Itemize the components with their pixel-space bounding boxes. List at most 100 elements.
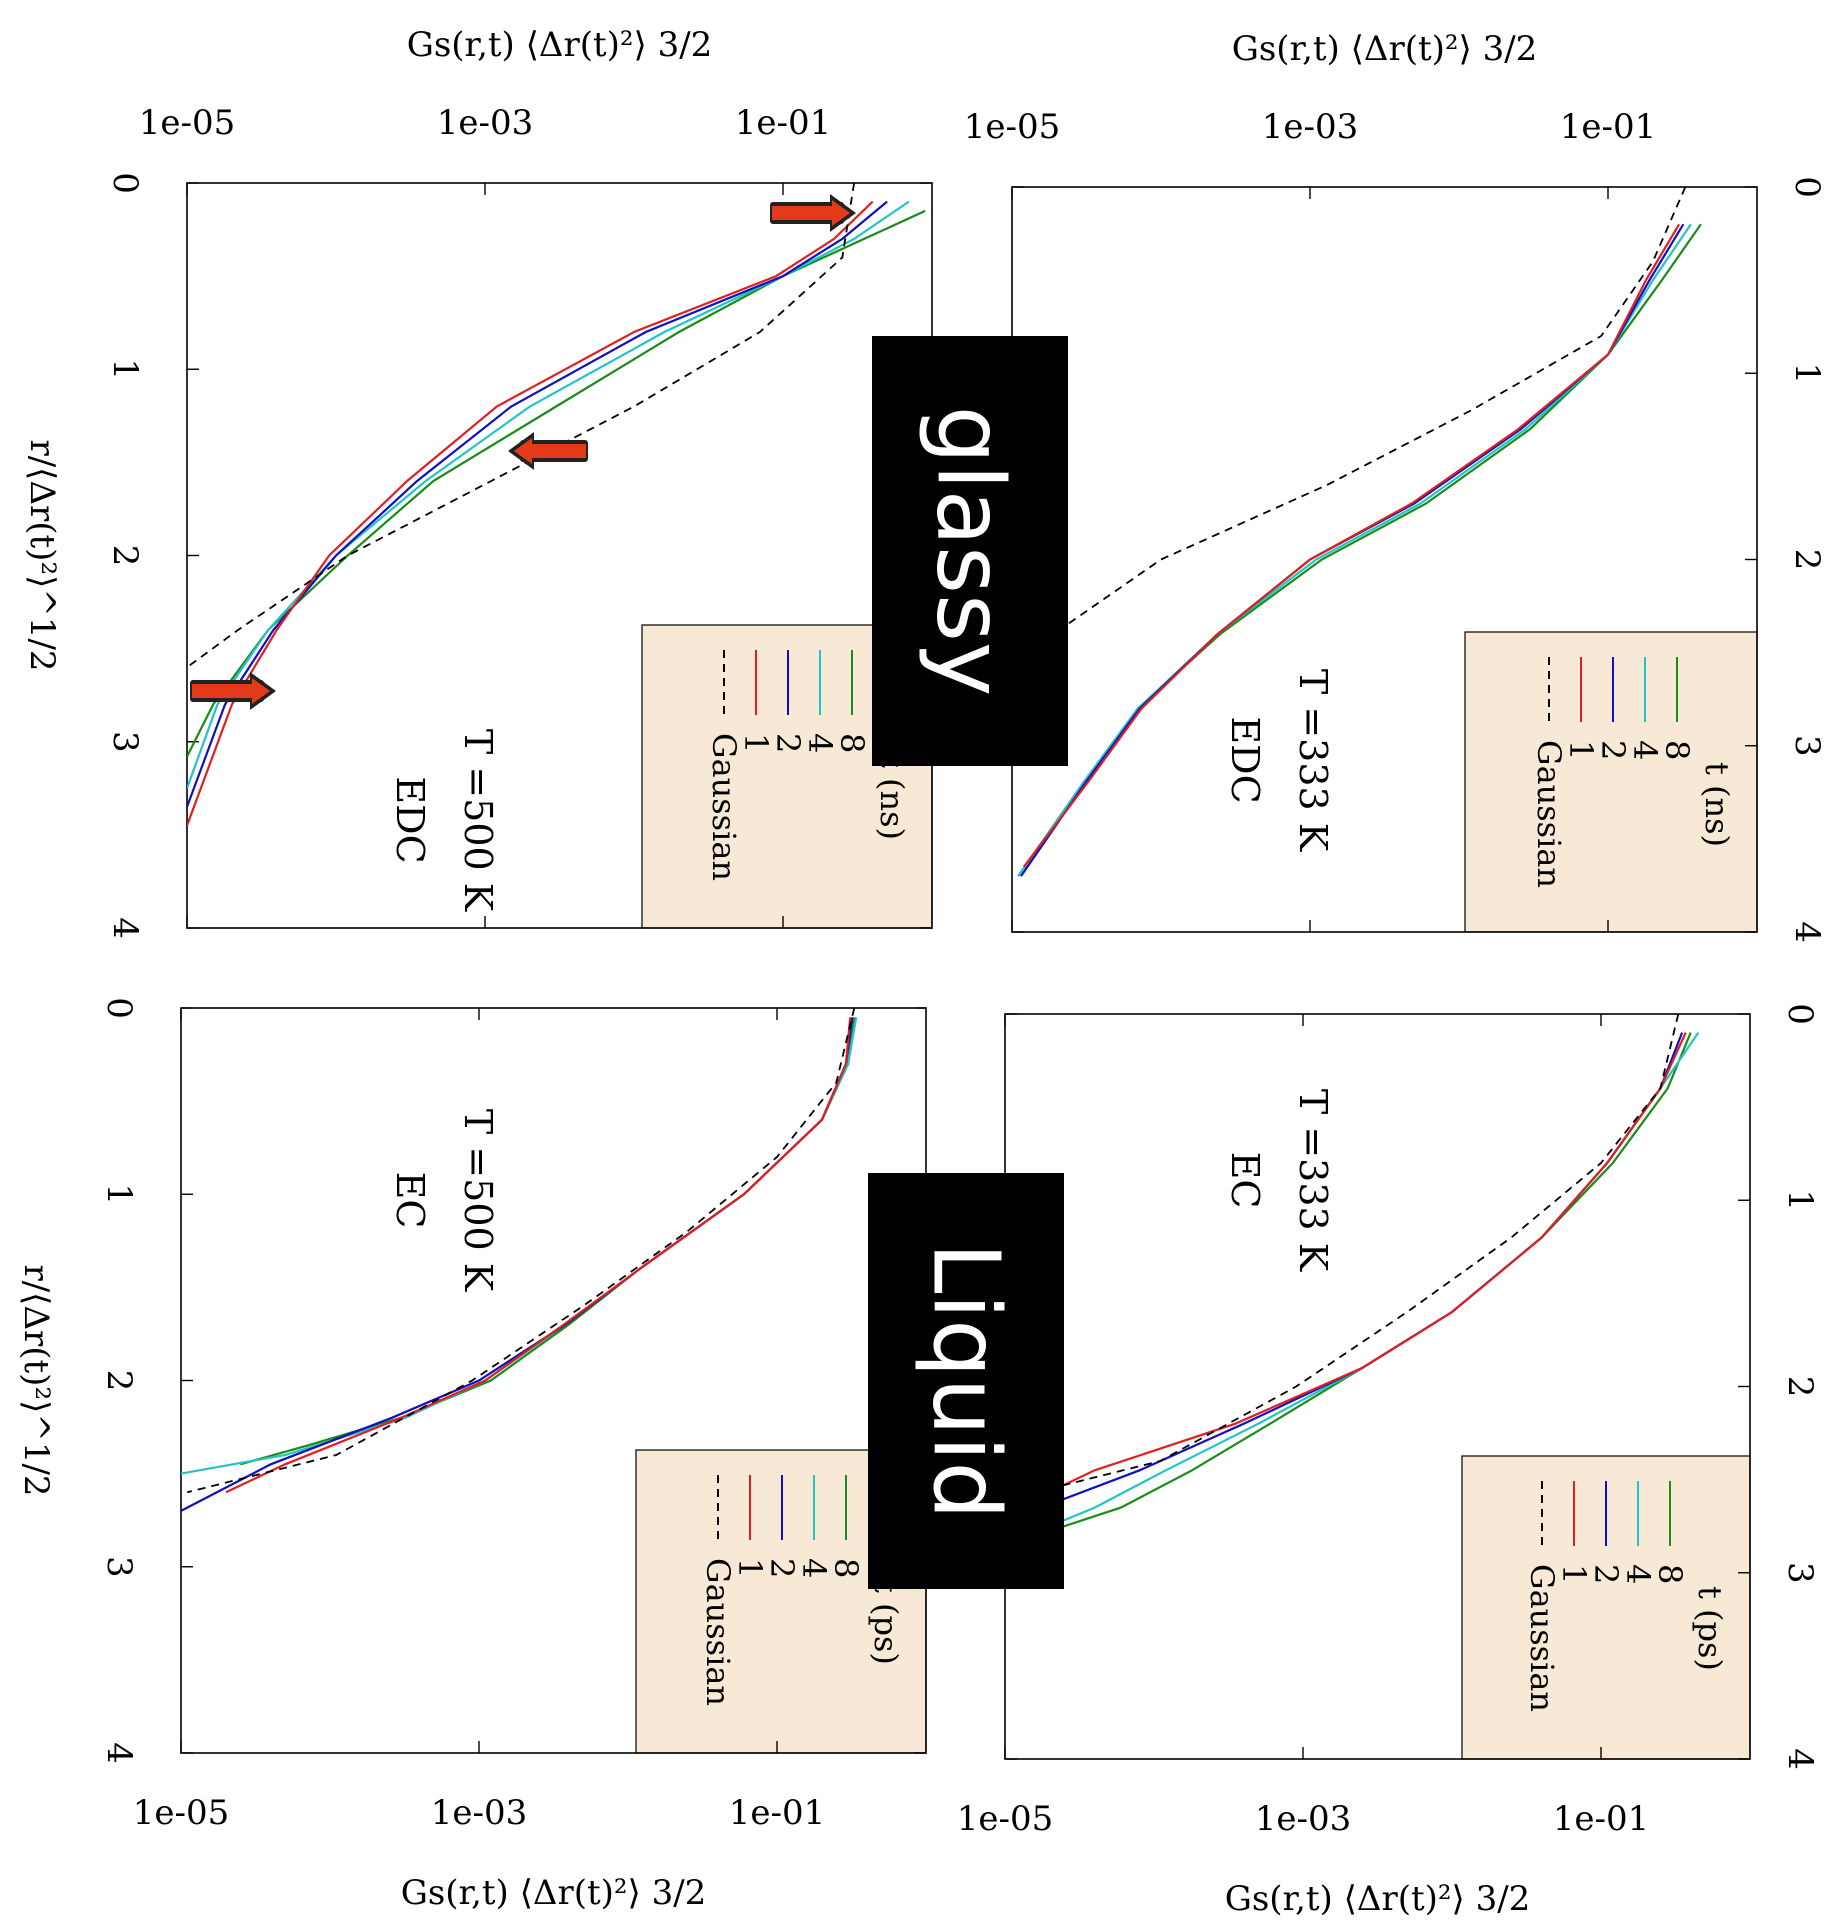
- legend-label: Gaussian: [1523, 1564, 1561, 1712]
- series-line-t8: [187, 209, 926, 758]
- series-line-t2: [187, 200, 888, 808]
- g-axis-label: Gs(r,t) ⟨Δr(t)²⟩ 3/2: [407, 25, 713, 65]
- r-tick-label: 1: [1780, 1189, 1820, 1211]
- g-tick-label: 1e-05: [139, 103, 236, 143]
- g-axis-label: Gs(r,t) ⟨Δr(t)²⟩ 3/2: [1225, 1879, 1531, 1919]
- panel-top-left: 0 1 2 3 4 1e-05 1e-03 1e-01 Gs(r,t) ⟨Δr(t)²⟩ 3/2…: [22, 25, 933, 939]
- series-line-gaussian: [186, 1008, 856, 1494]
- liquid-banner-box: [868, 1173, 1064, 1589]
- legend-label: Gaussian: [705, 733, 743, 881]
- temperature-label: T =333 K: [1291, 669, 1335, 852]
- legend-label: 1: [1562, 740, 1600, 760]
- r-tick-label: 0: [99, 997, 139, 1019]
- liquid-banner: Liquid: [913, 1242, 1020, 1519]
- red-arrow-top: [770, 194, 856, 232]
- temperature-label: T =500 K: [456, 1109, 500, 1292]
- legend-label: 8: [827, 1558, 865, 1578]
- g-tick-label: 1e-03: [1255, 1799, 1352, 1839]
- g-tick-label: 1e-03: [1262, 107, 1359, 147]
- glassy-banner: glassy: [917, 406, 1024, 697]
- r-tick-label: 3: [105, 731, 145, 753]
- legend-label: 4: [1619, 1564, 1657, 1584]
- temperature-label: T =333 K: [1291, 1089, 1335, 1272]
- series-line-t1: [1016, 1032, 1687, 1509]
- legend-label: 1: [731, 1558, 769, 1578]
- legend-label: 1: [1555, 1564, 1593, 1584]
- legend-label: Gaussian: [1530, 740, 1568, 888]
- series-line-t4: [187, 200, 910, 789]
- r-tick-label: 4: [105, 917, 145, 939]
- red-arrow-bottom: [190, 672, 276, 710]
- legend-title: t (ps): [867, 1580, 905, 1665]
- series-line-t8: [240, 1017, 856, 1466]
- r-tick-label: 0: [1787, 176, 1827, 198]
- system-label: EDC: [1223, 716, 1267, 803]
- g-tick-label: 1e-01: [729, 1793, 826, 1833]
- r-tick-label: 2: [99, 1370, 139, 1392]
- g-tick-label: 1e-01: [735, 103, 832, 143]
- g-tick-label: 1e-03: [437, 103, 534, 143]
- legend-label: 8: [1658, 740, 1696, 760]
- g-tick-label: 1e-05: [133, 1793, 230, 1833]
- r-axis-label: r/⟨Δr(t)²⟩^1/2: [22, 439, 62, 671]
- r-tick-label: 1: [1787, 362, 1827, 384]
- legend-label: 4: [801, 733, 839, 753]
- g-axis-label: Gs(r,t) ⟨Δr(t)²⟩ 3/2: [1232, 29, 1538, 69]
- g-tick-label: 1e-01: [1553, 1799, 1650, 1839]
- r-tick-label: 0: [105, 172, 145, 194]
- r-tick-label: 1: [105, 358, 145, 380]
- legend-label: 2: [769, 733, 807, 753]
- temperature-label: T =500 K: [456, 729, 500, 912]
- series-line-gaussian: [1023, 187, 1687, 654]
- legend-title: t (ns): [1698, 762, 1736, 847]
- glassy-banner-box: [872, 336, 1068, 766]
- series-line-t1: [225, 1017, 852, 1494]
- legend-label: Gaussian: [699, 1558, 737, 1706]
- red-arrow-middle: [508, 432, 588, 470]
- r-tick-label: 2: [1780, 1376, 1820, 1398]
- g-tick-label: 1e-01: [1560, 107, 1657, 147]
- series-line-gaussian: [1010, 1014, 1680, 1500]
- legend-title: t (ps): [1691, 1586, 1729, 1671]
- r-tick-label: 2: [105, 545, 145, 567]
- legend-label: 4: [795, 1558, 833, 1578]
- r-axis-label: r/⟨Δr(t)²⟩^1/2: [16, 1264, 56, 1496]
- system-label: EDC: [388, 776, 432, 863]
- legend-label: 8: [1651, 1564, 1689, 1584]
- r-tick-label: 1: [99, 1183, 139, 1205]
- r-tick-label: 4: [1780, 1748, 1820, 1770]
- g-axis-label: Gs(r,t) ⟨Δr(t)²⟩ 3/2: [401, 1873, 707, 1913]
- series-line-t2: [181, 1017, 854, 1512]
- g-tick-label: 1e-03: [431, 1793, 528, 1833]
- series-line-gaussian: [187, 183, 855, 669]
- legend-label: 2: [763, 1558, 801, 1578]
- r-tick-label: 3: [1787, 735, 1827, 757]
- series-line-t1: [187, 200, 874, 826]
- r-tick-label: 4: [1787, 921, 1827, 943]
- r-tick-label: 0: [1780, 1003, 1820, 1025]
- legend-label: 2: [1594, 740, 1632, 760]
- g-tick-label: 1e-05: [964, 107, 1061, 147]
- system-label: EC: [388, 1172, 432, 1229]
- legend-label: 4: [1626, 740, 1664, 760]
- r-tick-label: 2: [1787, 549, 1827, 571]
- series-line-t4: [1017, 223, 1692, 877]
- legend-label: 2: [1587, 1564, 1625, 1584]
- r-tick-label: 3: [1780, 1562, 1820, 1584]
- series-line-t2: [1016, 1032, 1684, 1518]
- legend-title: t (ns): [873, 755, 911, 840]
- r-tick-label: 4: [99, 1742, 139, 1764]
- series-line-t1: [1022, 223, 1681, 868]
- g-tick-label: 1e-05: [957, 1799, 1054, 1839]
- series-line-t4: [181, 1017, 858, 1475]
- legend-label: 8: [833, 733, 871, 753]
- system-label: EC: [1223, 1152, 1267, 1209]
